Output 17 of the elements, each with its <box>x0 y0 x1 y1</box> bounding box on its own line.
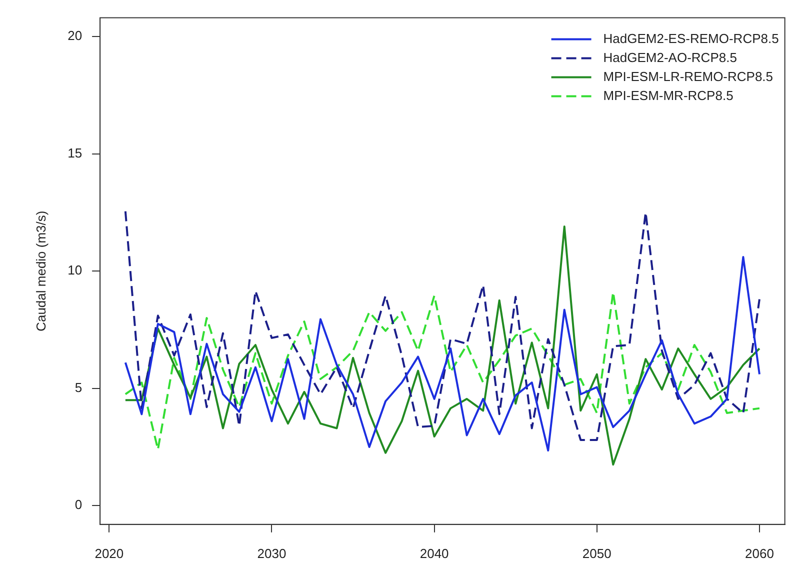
legend-label: HadGEM2-AO-RCP8.5 <box>603 50 737 65</box>
legend-label: MPI-ESM-MR-RCP8.5 <box>603 88 734 103</box>
legend-label: HadGEM2-ES-REMO-RCP8.5 <box>603 30 779 46</box>
legend-label: MPI-ESM-LR-REMO-RCP8.5 <box>603 68 774 84</box>
x-tick-label: 2060 <box>745 546 774 561</box>
x-tick-label: 2020 <box>94 546 124 561</box>
y-axis-title: Caudal medio (m3/s) <box>33 210 48 332</box>
x-tick-label: 2030 <box>257 546 286 561</box>
y-tick-label: 10 <box>68 262 82 278</box>
x-tick-label: 2050 <box>582 546 612 561</box>
y-tick-label: 20 <box>68 28 82 44</box>
x-tick-label: 2040 <box>420 546 449 561</box>
line-series <box>124 210 760 441</box>
y-tick-label: 0 <box>74 497 82 512</box>
y-tick-label: 15 <box>68 145 82 160</box>
line-series <box>124 291 760 450</box>
y-tick-label: 5 <box>74 380 82 395</box>
